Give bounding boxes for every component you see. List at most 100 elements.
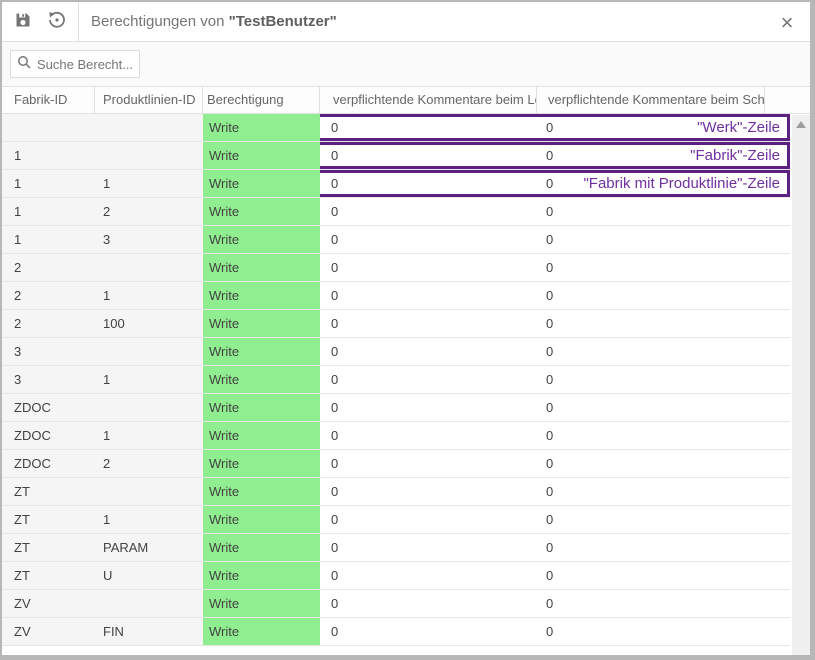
- cell-berechtigung[interactable]: Write: [203, 142, 320, 169]
- cell-kommentare-schreiben[interactable]: 0: [537, 478, 790, 505]
- cell-kommentare-schreiben[interactable]: 0: [537, 310, 790, 337]
- search-box[interactable]: [10, 50, 140, 78]
- cell-kommentare-lesen[interactable]: 0: [331, 456, 339, 471]
- table-row[interactable]: Write 0 0 "Werk"-Zeile: [2, 114, 790, 142]
- cell-schreiben-value: 0: [546, 316, 554, 331]
- cell-kommentare-schreiben[interactable]: 0: [537, 338, 790, 365]
- cell-berechtigung[interactable]: Write: [203, 226, 320, 253]
- cell-berechtigung[interactable]: Write: [203, 450, 320, 477]
- cell-kommentare-lesen[interactable]: 0: [331, 484, 339, 499]
- cell-kommentare-lesen[interactable]: 0: [331, 120, 339, 135]
- table-row[interactable]: 3 1 Write 0 0: [2, 366, 790, 394]
- scroll-up-arrow-icon[interactable]: [796, 121, 806, 128]
- cell-fabrik-id: ZT: [2, 478, 95, 505]
- table-row[interactable]: ZDOC Write 0 0: [2, 394, 790, 422]
- cell-kommentare-schreiben[interactable]: 0 "Werk"-Zeile: [537, 114, 790, 141]
- cell-kommentare-lesen[interactable]: 0: [331, 316, 339, 331]
- col-header-kommentare-schreiben[interactable]: verpflichtende Kommentare beim Schreiben: [537, 87, 765, 113]
- save-button[interactable]: [6, 2, 40, 42]
- cell-berechtigung[interactable]: Write: [203, 338, 320, 365]
- cell-produktlinien-id: 100: [95, 310, 203, 337]
- cell-fabrik-id: 1: [2, 170, 95, 197]
- table-row[interactable]: ZV Write 0 0: [2, 590, 790, 618]
- cell-berechtigung[interactable]: Write: [203, 562, 320, 589]
- cell-kommentare-lesen[interactable]: 0: [331, 400, 339, 415]
- cell-kommentare-schreiben[interactable]: 0: [537, 226, 790, 253]
- cell-kommentare-schreiben[interactable]: 0 "Fabrik"-Zeile: [537, 142, 790, 169]
- cell-kommentare-schreiben[interactable]: 0: [537, 506, 790, 533]
- cell-kommentare-schreiben[interactable]: 0: [537, 618, 790, 645]
- search-input[interactable]: [37, 56, 133, 72]
- cell-produktlinien-id: [95, 142, 203, 169]
- table-row[interactable]: 3 Write 0 0: [2, 338, 790, 366]
- history-restore-button[interactable]: [40, 2, 74, 42]
- cell-berechtigung[interactable]: Write: [203, 394, 320, 421]
- table-row[interactable]: 1 2 Write 0 0: [2, 198, 790, 226]
- cell-kommentare-lesen[interactable]: 0: [331, 624, 339, 639]
- cell-berechtigung[interactable]: Write: [203, 534, 320, 561]
- table-row[interactable]: ZDOC 2 Write 0 0: [2, 450, 790, 478]
- cell-kommentare-schreiben[interactable]: 0: [537, 282, 790, 309]
- cell-kommentare-schreiben[interactable]: 0: [537, 562, 790, 589]
- row-annotation: [780, 618, 790, 645]
- cell-kommentare-schreiben[interactable]: 0: [537, 450, 790, 477]
- cell-berechtigung[interactable]: Write: [203, 282, 320, 309]
- table-row[interactable]: 1 1 Write 0 0 "Fabrik mit Produktlinie"-…: [2, 170, 790, 198]
- cell-berechtigung[interactable]: Write: [203, 590, 320, 617]
- cell-kommentare-lesen[interactable]: 0: [331, 148, 339, 163]
- cell-kommentare-lesen[interactable]: 0: [331, 344, 339, 359]
- table-row[interactable]: 2 Write 0 0: [2, 254, 790, 282]
- table-row[interactable]: ZT 1 Write 0 0: [2, 506, 790, 534]
- cell-kommentare-lesen[interactable]: 0: [331, 260, 339, 275]
- cell-kommentare-lesen[interactable]: 0: [331, 176, 339, 191]
- cell-produktlinien-id: [95, 590, 203, 617]
- cell-berechtigung[interactable]: Write: [203, 478, 320, 505]
- cell-kommentare-schreiben[interactable]: 0: [537, 198, 790, 225]
- cell-kommentare-lesen[interactable]: 0: [331, 596, 339, 611]
- cell-kommentare-schreiben[interactable]: 0: [537, 394, 790, 421]
- table-row[interactable]: 1 Write 0 0 "Fabrik"-Zeile: [2, 142, 790, 170]
- close-button[interactable]: ×: [772, 8, 802, 38]
- cell-fabrik-id: 3: [2, 338, 95, 365]
- cell-fabrik-id: 2: [2, 310, 95, 337]
- cell-berechtigung[interactable]: Write: [203, 198, 320, 225]
- cell-schreiben-value: 0: [546, 428, 554, 443]
- cell-kommentare-lesen[interactable]: 0: [331, 232, 339, 247]
- cell-kommentare-schreiben[interactable]: 0: [537, 422, 790, 449]
- cell-fabrik-id: [2, 114, 95, 141]
- cell-kommentare-lesen[interactable]: 0: [331, 288, 339, 303]
- cell-berechtigung[interactable]: Write: [203, 618, 320, 645]
- cell-kommentare-schreiben[interactable]: 0 "Fabrik mit Produktlinie"-Zeile: [537, 170, 790, 197]
- cell-kommentare-lesen[interactable]: 0: [331, 428, 339, 443]
- cell-berechtigung[interactable]: Write: [203, 170, 320, 197]
- cell-berechtigung[interactable]: Write: [203, 506, 320, 533]
- col-header-kommentare-lesen[interactable]: verpflichtende Kommentare beim Lesen: [320, 87, 537, 113]
- cell-kommentare-schreiben[interactable]: 0: [537, 254, 790, 281]
- table-row[interactable]: 2 1 Write 0 0: [2, 282, 790, 310]
- cell-kommentare-lesen[interactable]: 0: [331, 568, 339, 583]
- cell-kommentare-lesen[interactable]: 0: [331, 540, 339, 555]
- cell-kommentare-lesen[interactable]: 0: [331, 204, 339, 219]
- cell-kommentare-lesen[interactable]: 0: [331, 512, 339, 527]
- vertical-scrollbar[interactable]: [792, 115, 810, 655]
- cell-kommentare-schreiben[interactable]: 0: [537, 534, 790, 561]
- cell-kommentare-schreiben[interactable]: 0: [537, 590, 790, 617]
- cell-berechtigung[interactable]: Write: [203, 114, 320, 141]
- table-row[interactable]: ZT U Write 0 0: [2, 562, 790, 590]
- col-header-berechtigung[interactable]: Berechtigung: [203, 87, 320, 113]
- table-row[interactable]: ZT PARAM Write 0 0: [2, 534, 790, 562]
- cell-berechtigung[interactable]: Write: [203, 366, 320, 393]
- cell-fabrik-id: ZDOC: [2, 450, 95, 477]
- cell-berechtigung[interactable]: Write: [203, 422, 320, 449]
- table-row[interactable]: ZDOC 1 Write 0 0: [2, 422, 790, 450]
- col-header-produktlinien-id[interactable]: Produktlinien-ID: [95, 87, 203, 113]
- table-row[interactable]: ZT Write 0 0: [2, 478, 790, 506]
- cell-berechtigung[interactable]: Write: [203, 254, 320, 281]
- table-row[interactable]: 2 100 Write 0 0: [2, 310, 790, 338]
- col-header-fabrik-id[interactable]: Fabrik-ID: [2, 87, 95, 113]
- cell-kommentare-lesen[interactable]: 0: [331, 372, 339, 387]
- table-row[interactable]: ZV FIN Write 0 0: [2, 618, 790, 646]
- cell-berechtigung[interactable]: Write: [203, 310, 320, 337]
- table-row[interactable]: 1 3 Write 0 0: [2, 226, 790, 254]
- cell-kommentare-schreiben[interactable]: 0: [537, 366, 790, 393]
